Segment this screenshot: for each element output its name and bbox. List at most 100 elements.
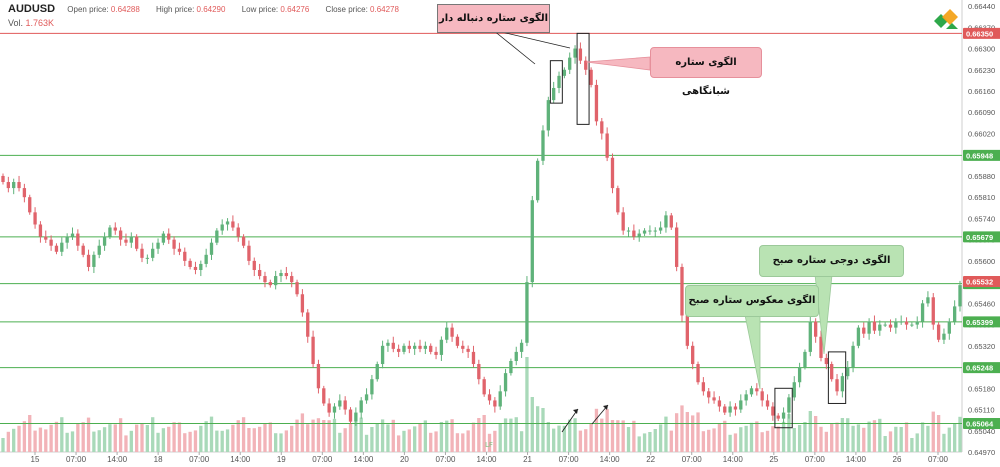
candle-body bbox=[637, 233, 641, 237]
volume-arrow-line bbox=[561, 408, 579, 433]
volume-bar bbox=[942, 433, 946, 452]
y-tick-label: 0.65320 bbox=[968, 342, 995, 351]
volume-bar bbox=[429, 432, 433, 452]
candle-body bbox=[423, 345, 428, 349]
candle-body bbox=[220, 224, 224, 231]
candle-body bbox=[102, 236, 107, 246]
volume-bar bbox=[161, 428, 166, 452]
x-tick-label: 07:00 bbox=[928, 455, 949, 464]
candle-body bbox=[279, 273, 283, 277]
candle-body bbox=[247, 245, 251, 261]
volume-bar bbox=[728, 434, 732, 452]
candle-body bbox=[546, 100, 550, 131]
doji-morning-star-box bbox=[827, 351, 847, 404]
volume-bar bbox=[135, 424, 139, 452]
candle-body bbox=[12, 182, 16, 189]
current-price-label: 0.65532 bbox=[966, 278, 993, 287]
y-tick-label: 0.66370 bbox=[968, 23, 995, 32]
level-price-tag bbox=[963, 316, 1000, 328]
volume-bar bbox=[274, 433, 278, 452]
volume-bar bbox=[936, 415, 941, 452]
level-price-tag bbox=[963, 417, 1000, 429]
volume-bar bbox=[364, 434, 369, 452]
y-tick-label: 0.66020 bbox=[968, 129, 995, 138]
volume-bar bbox=[535, 406, 540, 452]
volume-bar bbox=[701, 431, 706, 452]
candle-body bbox=[610, 157, 615, 189]
volume-label: Vol. bbox=[8, 18, 24, 28]
volume-bar bbox=[290, 425, 294, 452]
candle-body bbox=[439, 339, 444, 355]
candle-body bbox=[600, 121, 604, 134]
candle-body bbox=[311, 336, 315, 365]
candle-body bbox=[910, 324, 914, 326]
volume-bar bbox=[552, 428, 556, 452]
volume-bar bbox=[70, 431, 75, 452]
volume-bar bbox=[797, 425, 802, 452]
candle-body bbox=[894, 321, 898, 328]
candle-body bbox=[765, 400, 770, 407]
volume-bar bbox=[172, 422, 176, 452]
volume-bar bbox=[888, 431, 893, 452]
candle-body bbox=[771, 406, 775, 416]
volume-bar bbox=[327, 420, 331, 452]
volume-value: 1.763K bbox=[25, 18, 55, 28]
candle-body bbox=[781, 412, 786, 419]
volume-bar bbox=[380, 419, 385, 452]
y-tick-label: 0.65740 bbox=[968, 214, 995, 223]
volume-bar bbox=[65, 432, 69, 452]
evening-star-callout: الگوی ستاره شبانگاهی bbox=[650, 47, 762, 97]
candle-body bbox=[723, 406, 727, 413]
level-price-label: 0.65679 bbox=[966, 233, 993, 242]
volume-bar bbox=[343, 428, 347, 452]
x-tick-label: 26 bbox=[893, 455, 902, 464]
y-tick-label: 0.66440 bbox=[968, 2, 995, 11]
candle-body bbox=[290, 276, 294, 283]
x-tick-label: 07:00 bbox=[312, 455, 333, 464]
close-price-value: 0.64278 bbox=[370, 5, 399, 14]
candle-body bbox=[386, 342, 390, 346]
volume-bar bbox=[621, 420, 625, 452]
candle-body bbox=[920, 303, 925, 322]
volume-bar bbox=[418, 423, 422, 452]
candle-body bbox=[76, 233, 80, 246]
candle-body bbox=[840, 376, 845, 392]
volume-bar bbox=[771, 426, 775, 452]
candle-body bbox=[375, 364, 379, 380]
x-tick-label: 14:00 bbox=[230, 455, 251, 464]
volume-bar bbox=[471, 422, 476, 452]
volume-bar bbox=[931, 411, 935, 452]
volume-bar bbox=[81, 422, 85, 452]
candle-body bbox=[322, 388, 326, 404]
volume-readout: Vol. 1.763K bbox=[8, 18, 54, 28]
volume-bar bbox=[439, 422, 444, 452]
y-tick-label: 0.66090 bbox=[968, 108, 995, 117]
candle-body bbox=[241, 236, 246, 246]
candle-body bbox=[728, 406, 732, 413]
candle-body bbox=[236, 227, 240, 237]
x-tick-label: 18 bbox=[154, 455, 163, 464]
level-price-tag bbox=[963, 27, 1000, 39]
volume-bar bbox=[616, 420, 620, 452]
candle-body bbox=[445, 327, 449, 340]
inverted-morning-star-box bbox=[774, 387, 793, 429]
candle-body bbox=[65, 236, 69, 243]
volume-bar bbox=[97, 430, 101, 452]
volume-bar bbox=[338, 432, 342, 452]
y-tick-label: 0.66160 bbox=[968, 87, 995, 96]
level-price-label: 0.65248 bbox=[966, 364, 993, 373]
candle-body bbox=[493, 400, 497, 407]
candle-body bbox=[519, 342, 524, 352]
candle-body bbox=[648, 230, 652, 232]
candle-body bbox=[81, 245, 85, 255]
candle-body bbox=[589, 69, 593, 85]
shooting-star-box bbox=[549, 60, 563, 104]
candle-body bbox=[274, 276, 278, 286]
volume-bar bbox=[220, 430, 224, 452]
volume-bar bbox=[610, 420, 615, 452]
low-price-value: 0.64276 bbox=[280, 5, 310, 14]
volume-bar bbox=[926, 425, 930, 452]
candle-body bbox=[209, 242, 214, 255]
candle-body bbox=[316, 364, 321, 389]
candle-body bbox=[525, 282, 529, 343]
